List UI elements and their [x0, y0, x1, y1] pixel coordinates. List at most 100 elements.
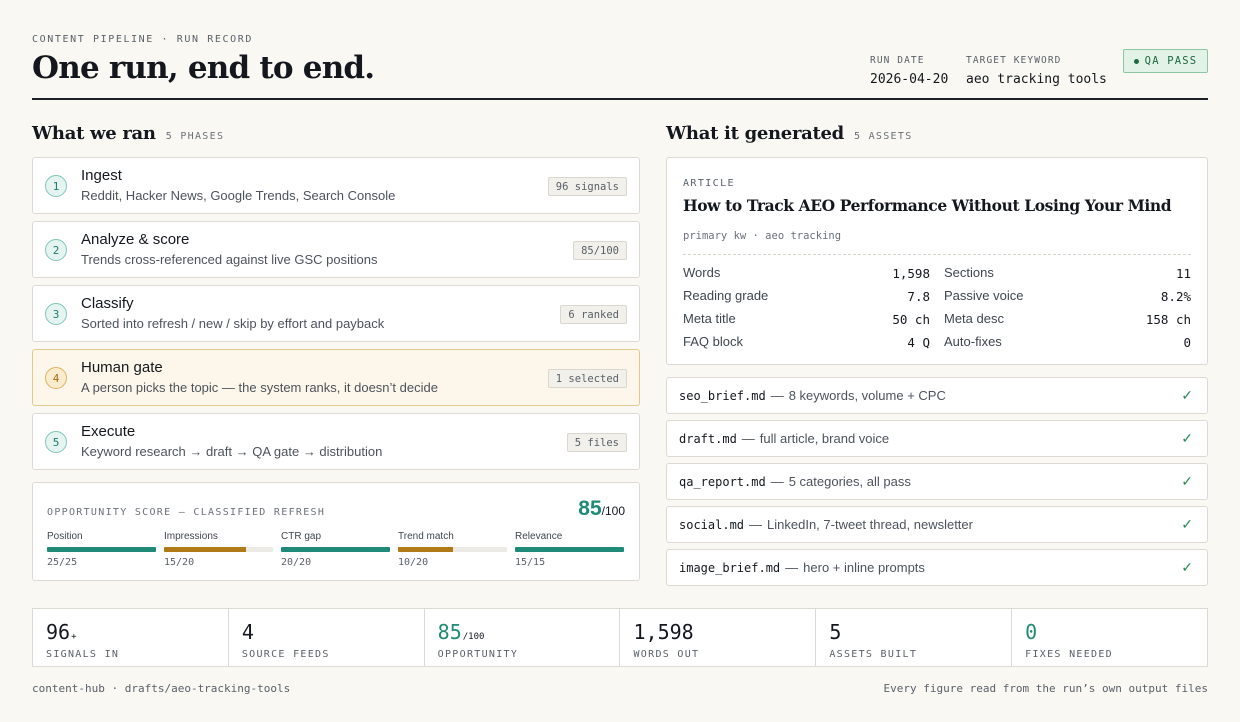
file-name: draft.md: [679, 431, 737, 446]
check-icon: ✓: [1181, 473, 1193, 489]
eyebrow: CONTENT PIPELINE · RUN RECORD: [32, 34, 253, 45]
metric-bar-fill: [398, 547, 453, 552]
metric-bar: [281, 547, 390, 552]
phase-ingest[interactable]: 1 Ingest Reddit, Hacker News, Google Tre…: [32, 157, 640, 214]
stat-passive-voice: Passive voice 8.2%: [944, 288, 1191, 306]
stat-value: 0: [1183, 335, 1191, 350]
file-description: 5 categories, all pass: [788, 474, 911, 489]
stat-value: 50 ch: [892, 312, 930, 327]
metric-label: Trend match: [398, 531, 454, 542]
stat-value: 4 Q: [907, 335, 930, 350]
stat-number: 5: [829, 620, 842, 644]
stat-signals-in: 96 + SIGNALS IN: [33, 609, 229, 666]
file-row-image-brief[interactable]: image_brief.md — hero + inline prompts ✓: [666, 549, 1208, 586]
summary-stats: 96 + SIGNALS IN 4 SOURCE FEEDS 85/100 OPP…: [32, 608, 1208, 667]
phase-number: 3: [45, 303, 67, 325]
stat-suffix: /100: [462, 632, 485, 642]
stat-caption: OPPORTUNITY: [437, 649, 519, 660]
file-separator: —: [785, 560, 799, 575]
stat-meta-title: Meta title 50 ch: [683, 311, 930, 329]
stat-label: Passive voice: [944, 288, 1024, 303]
target-keyword: TARGET KEYWORD aeo tracking tools: [966, 55, 1107, 87]
target-keyword-label: TARGET KEYWORD: [966, 55, 1062, 66]
stat-label: Meta title: [683, 311, 736, 326]
metric-bar-fill: [47, 547, 156, 552]
article-card[interactable]: ARTICLE How to Track AEO Performance Wit…: [666, 157, 1208, 365]
metric-impressions: Impressions 15/20: [164, 531, 273, 568]
stat-number: 1,598: [633, 620, 694, 644]
phase-result-pill: 6 ranked: [560, 305, 627, 324]
stat-label: Sections: [944, 265, 994, 280]
metric-label: Relevance: [515, 531, 563, 542]
target-keyword-value: aeo tracking tools: [966, 72, 1107, 87]
stat-number: 85: [437, 620, 462, 644]
qa-status-badge: QA PASS: [1123, 49, 1208, 73]
phase-description: Keyword research → draft → QA gate → dis…: [81, 444, 383, 459]
stat-label: FAQ block: [683, 334, 743, 349]
phases-count: 5 PHASES: [165, 131, 225, 142]
stat-faq-block: FAQ block 4 Q: [683, 334, 930, 352]
stat-label: Meta desc: [944, 311, 1004, 326]
file-description: full article, brand voice: [759, 431, 890, 446]
phases-section-title: What we ran 5 PHASES: [32, 123, 224, 144]
file-name: qa_report.md: [679, 474, 766, 489]
file-description: 8 keywords, volume + CPC: [788, 388, 946, 403]
phase-execute[interactable]: 5 Execute Keyword research → draft → QA …: [32, 413, 640, 470]
file-name: social.md: [679, 517, 745, 532]
phase-number: 4: [45, 367, 67, 389]
phase-name: Classify: [81, 295, 134, 312]
check-icon: ✓: [1181, 387, 1193, 403]
phase-classify[interactable]: 3 Classify Sorted into refresh / new / s…: [32, 285, 640, 342]
run-header: CONTENT PIPELINE · RUN RECORD One run, e…: [32, 28, 1208, 100]
metric-bar-fill: [164, 547, 246, 552]
stat-value: 0: [1025, 620, 1194, 644]
metric-position: Position 25/25: [47, 531, 156, 568]
stat-value: 8.2%: [1160, 289, 1191, 304]
metric-value: 25/25: [47, 557, 78, 568]
file-separator: —: [749, 517, 763, 532]
phase-human-gate[interactable]: 4 Human gate A person picks the topic — …: [32, 349, 640, 406]
stat-value: 85/100: [438, 620, 607, 644]
stat-words: Words 1,598: [683, 265, 930, 283]
stat-value: 1,598: [633, 620, 802, 644]
check-icon: ✓: [1181, 430, 1193, 446]
stat-sections: Sections 11: [944, 265, 1191, 283]
article-headline: How to Track AEO Performance Without Los…: [683, 196, 1172, 215]
article-primary-keyword: primary kw · aeo tracking: [683, 230, 842, 242]
stat-caption: SOURCE FEEDS: [241, 649, 330, 660]
opportunity-score-card: OPPORTUNITY SCORE — CLASSIFIED REFRESH 8…: [32, 482, 640, 581]
stat-number: 4: [241, 620, 254, 644]
stat-auto-fixes: Auto-fixes 0: [944, 334, 1191, 352]
stat-label: Auto-fixes: [944, 334, 1002, 349]
stat-number: 96: [46, 620, 71, 644]
score-card-label: OPPORTUNITY SCORE — CLASSIFIED REFRESH: [47, 507, 326, 518]
run-date-value: 2026-04-20: [870, 72, 949, 87]
stat-value: 7.8: [907, 289, 930, 304]
file-row-draft[interactable]: draft.md — full article, brand voice ✓: [666, 420, 1208, 457]
stat-reading-grade: Reading grade 7.8: [683, 288, 930, 306]
file-separator: —: [770, 474, 784, 489]
run-date: RUN DATE 2026-04-20: [870, 55, 948, 87]
file-row-seo-brief[interactable]: seo_brief.md — 8 keywords, volume + CPC …: [666, 377, 1208, 414]
metric-bar: [164, 547, 273, 552]
phase-result-pill: 5 files: [566, 433, 627, 452]
metric-ctr-gap: CTR gap 20/20: [281, 531, 390, 568]
stat-label: Words: [683, 265, 721, 280]
stat-words-out: 1,598 WORDS OUT: [620, 609, 817, 666]
check-icon: ✓: [1181, 516, 1193, 532]
phase-analyze-score[interactable]: 2 Analyze & score Trends cross-reference…: [32, 221, 640, 278]
assets-count: 5 ASSETS: [853, 131, 913, 142]
stat-source-feeds: 4 SOURCE FEEDS: [229, 609, 425, 666]
phases-title: What we ran: [32, 123, 156, 144]
stat-value: 158 ch: [1145, 312, 1191, 327]
phase-name: Human gate: [81, 359, 163, 376]
phase-name: Ingest: [81, 167, 122, 184]
metric-bar: [47, 547, 156, 552]
metric-trend-match: Trend match 10/20: [398, 531, 507, 568]
phase-result-pill: 1 selected: [547, 369, 627, 388]
run-date-label: RUN DATE: [870, 55, 925, 66]
metric-bar: [515, 547, 624, 552]
file-row-social[interactable]: social.md — LinkedIn, 7-tweet thread, ne…: [666, 506, 1208, 543]
stat-label: Reading grade: [683, 288, 769, 303]
file-row-qa-report[interactable]: qa_report.md — 5 categories, all pass ✓: [666, 463, 1208, 500]
